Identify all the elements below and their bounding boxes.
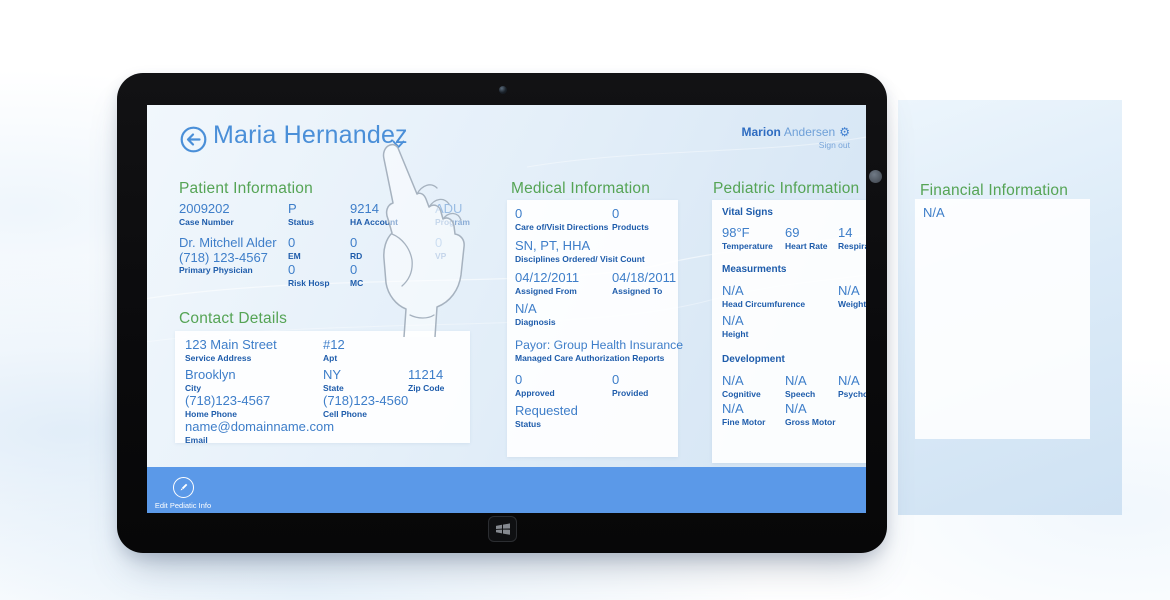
contact-section-title: Contact Details bbox=[179, 310, 288, 327]
app-bar: Edit Pediatic Info bbox=[147, 467, 866, 513]
pediatric-section-title: Pediatric Information bbox=[713, 180, 860, 197]
field-fine-motor: N/A Fine Motor bbox=[722, 401, 766, 427]
field-apt: #12 Apt bbox=[323, 337, 345, 363]
sign-out-link[interactable]: Sign out bbox=[818, 140, 850, 150]
financial-value: N/A bbox=[923, 205, 945, 220]
field-disciplines: SN, PT, HHA Disciplines Ordered/ Visit C… bbox=[515, 238, 645, 264]
field-products: 0 Products bbox=[612, 206, 649, 232]
field-case-number: 2009202 Case Number bbox=[179, 201, 234, 227]
field-speech: N/A Speech bbox=[785, 373, 816, 399]
edit-pediatric-button[interactable]: Edit Pediatic Info bbox=[148, 477, 218, 510]
field-email: name@domainname.com Email bbox=[185, 419, 335, 445]
medical-section-title: Medical Information bbox=[511, 180, 651, 197]
financial-section-title: Financial Information bbox=[920, 182, 1069, 199]
measurements-title: Measurments bbox=[722, 264, 787, 275]
field-approved: 0 Approved bbox=[515, 372, 555, 398]
field-state: NY State bbox=[323, 367, 344, 393]
user-last-name: Andersen bbox=[783, 125, 836, 139]
gear-icon[interactable]: ⚙ bbox=[839, 125, 850, 139]
field-zip-code: 11214 Zip Code bbox=[408, 367, 445, 393]
field-assigned-from: 04/12/2011 Assigned From bbox=[515, 270, 580, 296]
field-psychosocial: N/A Psychosocial bbox=[838, 373, 866, 399]
front-camera-icon bbox=[499, 86, 507, 94]
medical-card: 0 Care of/Visit Directions 0 Products SN… bbox=[507, 200, 683, 457]
patient-section-title: Patient Information bbox=[179, 180, 313, 197]
field-primary-physician: Dr. Mitchell Alder (718) 123-4567 Primar… bbox=[179, 235, 277, 276]
field-mc: 0 MC bbox=[350, 262, 364, 288]
tablet-device: Maria Hernandez Marion Andersen ⚙ Sign out… bbox=[117, 73, 887, 553]
field-em: 0 EM bbox=[288, 235, 301, 261]
field-home-phone: (718)123-4567 Home Phone bbox=[185, 393, 271, 419]
field-risk-hosp: 0 Risk Hosp bbox=[288, 262, 330, 288]
chevron-down-icon[interactable] bbox=[392, 140, 405, 149]
development-title: Development bbox=[722, 354, 785, 365]
field-rd: 0 RD bbox=[350, 235, 363, 261]
windows-home-button[interactable] bbox=[488, 516, 517, 542]
field-cell-phone: (718)123-4560 Cell Phone bbox=[323, 393, 409, 419]
back-button[interactable] bbox=[180, 126, 207, 153]
field-ha-account: 9214 HA Account bbox=[350, 201, 399, 227]
field-gross-motor: N/A Gross Motor bbox=[785, 401, 836, 427]
financial-card: N/A bbox=[915, 199, 1090, 439]
field-status: P Status bbox=[288, 201, 314, 227]
field-auth-status: Requested Status bbox=[515, 403, 578, 429]
field-height: N/A Height bbox=[722, 313, 749, 339]
field-provided: 0 Provided bbox=[612, 372, 649, 398]
user-menu[interactable]: Marion Andersen ⚙ Sign out bbox=[742, 125, 850, 150]
patient-selector[interactable]: Maria Hernandez bbox=[213, 121, 408, 149]
app-screen: Maria Hernandez Marion Andersen ⚙ Sign out… bbox=[147, 105, 866, 513]
vital-signs-title: Vital Signs bbox=[722, 207, 773, 218]
pencil-icon bbox=[172, 477, 194, 498]
field-weight: N/A Weight bbox=[838, 283, 866, 309]
field-city: Brooklyn City bbox=[185, 367, 236, 393]
field-diagnosis: N/A Diagnosis bbox=[515, 301, 556, 327]
field-payor: Payor: Group Health Insurance Managed Ca… bbox=[515, 338, 684, 363]
field-cognitive: N/A Cognitive bbox=[722, 373, 761, 399]
field-head-circumference: N/A Head Circumfurence bbox=[722, 283, 806, 309]
field-assigned-to: 04/18/2011 Assigned To bbox=[612, 270, 677, 296]
field-care-visit: 0 Care of/Visit Directions bbox=[515, 206, 609, 232]
field-respiration: 14 Respiration bbox=[838, 225, 866, 251]
field-heart-rate: 69 Heart Rate bbox=[785, 225, 828, 251]
field-service-address: 123 Main Street Service Address bbox=[185, 337, 277, 363]
field-vp: 0 VP bbox=[435, 235, 447, 261]
field-temperature: 98°F Temperature bbox=[722, 225, 773, 251]
financial-panel: Financial Information N/A bbox=[898, 100, 1122, 515]
pointing-hand-illustration bbox=[382, 143, 465, 337]
side-camera-icon bbox=[869, 170, 882, 183]
windows-logo-icon bbox=[495, 523, 510, 535]
field-program: ADU Program bbox=[435, 201, 470, 227]
pediatric-card: Vital Signs 98°F Temperature 69 Heart Ra… bbox=[712, 200, 866, 463]
contact-card: 123 Main Street Service Address #12 Apt … bbox=[175, 331, 470, 445]
user-first-name: Marion bbox=[741, 125, 781, 139]
